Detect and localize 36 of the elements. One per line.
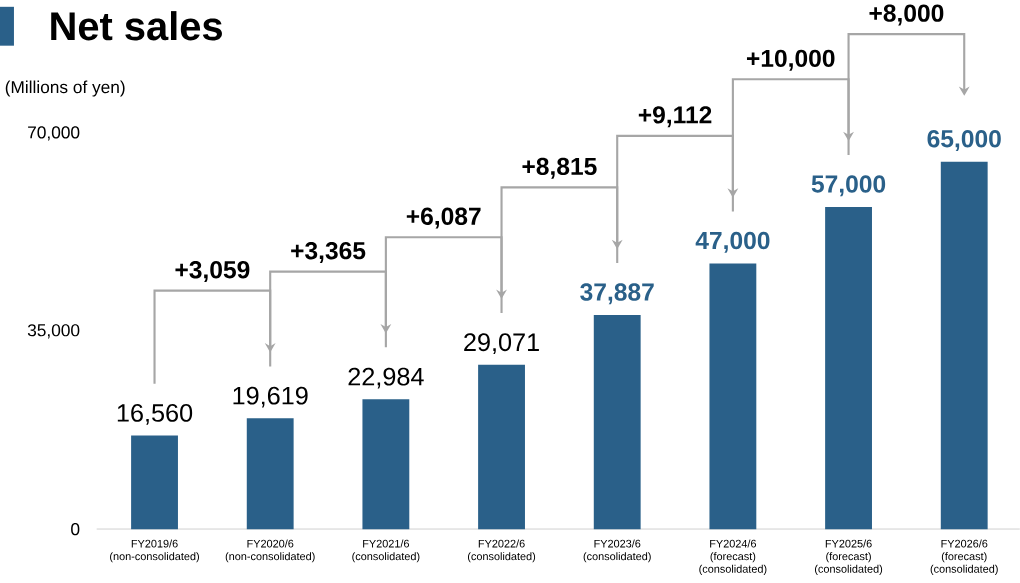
data-label: 57,000 xyxy=(811,175,886,197)
data-label: 47,000 xyxy=(695,231,770,253)
y-tick-label: 70,000 xyxy=(28,126,80,141)
x-tick-label: FY2021/6 (consolidated) xyxy=(352,539,420,563)
x-tick-label: FY2026/6 (forecast) (consolidated) xyxy=(930,539,998,575)
x-tick-label: FY2024/6 (forecast) (consolidated) xyxy=(699,539,767,575)
data-label: 19,619 xyxy=(233,386,308,408)
text: +8,000 xyxy=(869,4,944,26)
chart-title: Net sales xyxy=(51,11,222,41)
bar xyxy=(246,418,294,530)
data-label: 29,071 xyxy=(464,333,539,355)
annotation: +6,087 xyxy=(406,207,481,229)
annotation: +3,365 xyxy=(291,241,366,263)
bar xyxy=(709,263,757,530)
bar xyxy=(593,314,641,530)
data-label: 65,000 xyxy=(927,130,1001,152)
x-tick-label: FY2023/6 (consolidated) xyxy=(583,539,651,563)
data-label: 37,887 xyxy=(580,283,654,305)
bar xyxy=(478,364,525,530)
annotation: +3,059 xyxy=(175,260,250,282)
annotation: +8,815 xyxy=(522,157,597,179)
y-tick-label: 35,000 xyxy=(27,324,80,339)
text: +10,000 xyxy=(746,49,835,71)
bar xyxy=(131,435,178,530)
y-tick-label: 0 xyxy=(71,523,80,536)
y-axis-title: (Millions of yen) xyxy=(5,80,125,97)
bar xyxy=(825,206,872,530)
bar xyxy=(940,161,988,530)
x-tick-label: FY2019/6 (non-consolidated) xyxy=(110,539,199,563)
data-label: 22,984 xyxy=(348,367,424,389)
text: +9,112 xyxy=(638,106,712,128)
x-tick-label: FY2025/6 (forecast) (consolidated) xyxy=(814,539,883,575)
x-tick-label: FY2020/6 (non-consolidated) xyxy=(225,539,315,563)
x-tick-label: FY2022/6 (consolidated) xyxy=(467,539,536,563)
bar xyxy=(362,399,410,530)
data-label: 16,560 xyxy=(117,404,193,425)
